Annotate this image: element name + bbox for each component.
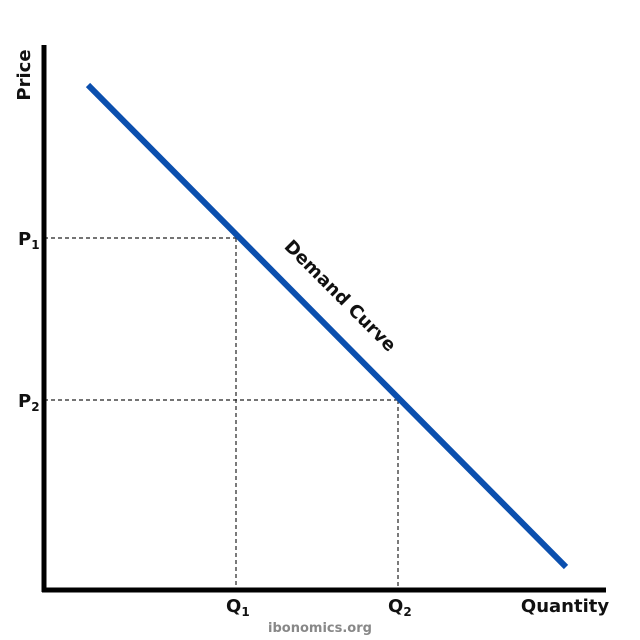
quantity-level: Q2 bbox=[388, 596, 412, 619]
demand-curve bbox=[85, 82, 569, 570]
x-axis-label: Quantity bbox=[521, 596, 609, 617]
footer: ibonomics.org bbox=[268, 621, 372, 636]
price-level: P1 bbox=[18, 229, 40, 252]
quantity-level: Q1 bbox=[226, 596, 250, 619]
y-axis-label: Price bbox=[14, 49, 35, 100]
price-level: P2 bbox=[18, 391, 40, 414]
